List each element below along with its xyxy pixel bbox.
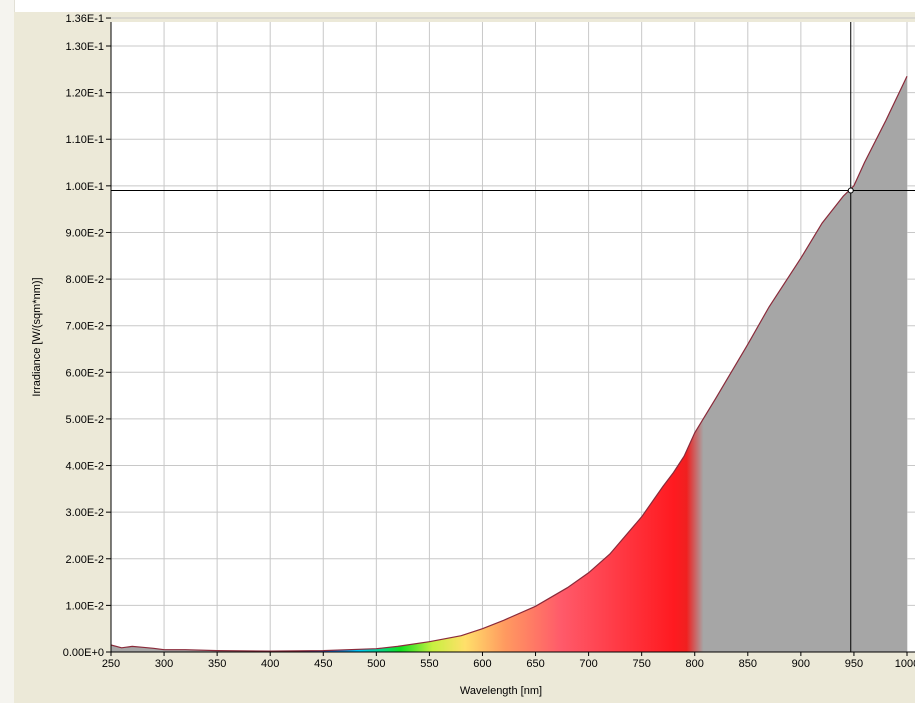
- crosshair-cursor[interactable]: [111, 22, 915, 652]
- y-tick-label: 4.00E-2: [65, 461, 104, 473]
- y-tick-label: 1.00E-2: [65, 600, 104, 612]
- x-axis-title: Wavelength [nm]: [460, 685, 542, 697]
- x-tick-label: 300: [155, 658, 173, 670]
- y-tick-label: 9.00E-2: [65, 227, 104, 239]
- x-tick-label: 850: [739, 658, 757, 670]
- area-fill: [111, 76, 907, 652]
- x-tick-label: 250: [102, 658, 120, 670]
- x-tick-label: 800: [686, 658, 704, 670]
- cursor-marker[interactable]: [847, 187, 854, 194]
- y-axis-ticks: 0.00E+0 1.00E-2 2.00E-2 3.00E-2 4.00E-2 5.00E…: [63, 13, 111, 659]
- y-tick-label: 8.00E-2: [65, 274, 104, 286]
- y-tick-label: 1.20E-1: [65, 88, 104, 100]
- x-tick-label: 750: [632, 658, 650, 670]
- irradiance-area: [111, 76, 907, 652]
- x-tick-label: 350: [208, 658, 226, 670]
- y-axis-title: Irradiance [W/(sqm*nm)]: [31, 277, 43, 396]
- x-axis-ticks: 250 300 350 400 450 500 550 600 650 700 750 800 850 9…: [102, 652, 915, 670]
- y-tick-label: 1.30E-1: [65, 41, 104, 53]
- x-tick-label: 450: [314, 658, 332, 670]
- y-tick-label: 2.00E-2: [65, 554, 104, 566]
- x-tick-label: 400: [261, 658, 279, 670]
- y-tick-label: 5.00E-2: [65, 414, 104, 426]
- x-tick-label: 650: [526, 658, 544, 670]
- x-tick-label: 500: [367, 658, 385, 670]
- x-tick-label: 900: [792, 658, 810, 670]
- y-tick-label: 0.00E+0: [63, 647, 104, 659]
- y-tick-label: 6.00E-2: [65, 367, 104, 379]
- series-line: [111, 76, 908, 652]
- x-tick-label: 600: [473, 658, 491, 670]
- y-tick-label: 3.00E-2: [65, 507, 104, 519]
- y-tick-label: 1.10E-1: [65, 134, 104, 146]
- y-tick-label: 1.36E-1: [65, 13, 104, 25]
- y-tick-label: 1.00E-1: [65, 181, 104, 193]
- x-tick-label: 550: [420, 658, 438, 670]
- x-tick-label: 700: [579, 658, 597, 670]
- x-tick-label: 950: [845, 658, 863, 670]
- irradiance-line: [111, 76, 908, 652]
- y-tick-label: 7.00E-2: [65, 321, 104, 333]
- x-tick-label: 1000: [895, 658, 915, 670]
